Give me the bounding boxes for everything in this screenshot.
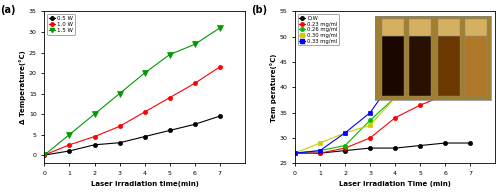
Legend: 0.5 W, 1.0 W, 1.5 W: 0.5 W, 1.0 W, 1.5 W xyxy=(47,14,75,35)
X-axis label: Laser irradiation Time (min): Laser irradiation Time (min) xyxy=(339,181,451,187)
Y-axis label: Δ Temperature(°C): Δ Temperature(°C) xyxy=(19,51,26,124)
Y-axis label: Tem perature(°C): Tem perature(°C) xyxy=(270,53,277,122)
Text: (b): (b) xyxy=(251,5,267,15)
Legend: D.W, 0.23 mg/ml, 0.26 mg/ml, 0.30 mg/ml, 0.33 mg/ml: D.W, 0.23 mg/ml, 0.26 mg/ml, 0.30 mg/ml,… xyxy=(298,14,339,46)
X-axis label: Laser irradiation time(min): Laser irradiation time(min) xyxy=(91,181,198,187)
Text: (a): (a) xyxy=(1,5,16,15)
